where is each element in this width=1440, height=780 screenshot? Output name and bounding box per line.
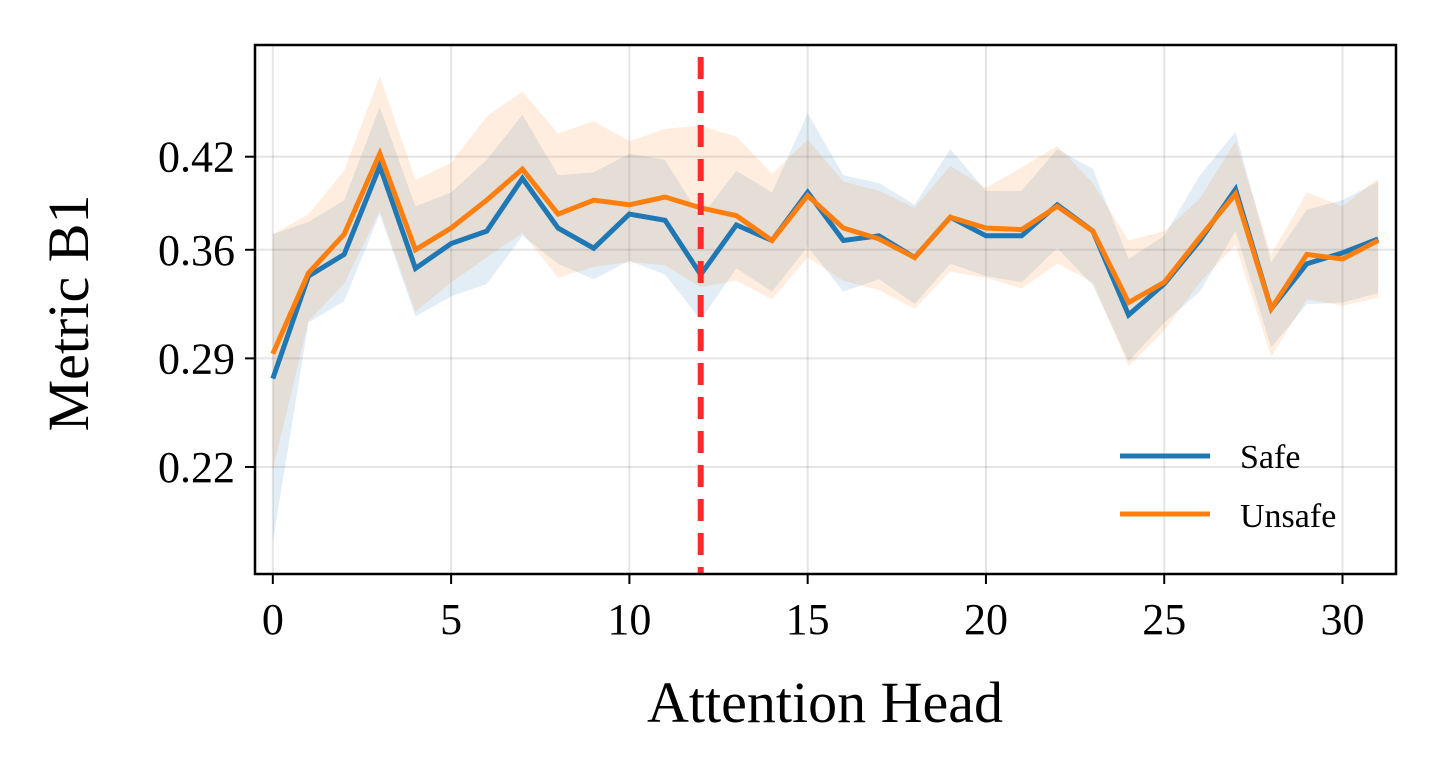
x-tick-label: 10: [607, 595, 651, 644]
series-line-unsafe: [270, 146, 1380, 355]
grid: [255, 45, 1396, 574]
series-lines: [270, 146, 1380, 380]
x-axis-title: Attention Head: [647, 670, 1003, 735]
legend-label-unsafe: Unsafe: [1240, 498, 1336, 535]
y-tick-label: 0.22: [158, 443, 235, 492]
x-tick-label: 25: [1142, 595, 1186, 644]
legend-label-safe: Safe: [1240, 439, 1300, 476]
x-tick-label: 30: [1321, 595, 1365, 644]
plot-area-frame: [253, 43, 1398, 576]
confidence-bands: [272, 76, 1379, 542]
band-unsafe: [272, 76, 1379, 471]
x-tick-label: 20: [964, 595, 1008, 644]
y-tick-label: 0.29: [158, 334, 235, 383]
axis-ticks: 0 5 10 15 20 25 30 0.22 0.29 0.36 0.42: [158, 133, 1365, 644]
y-tick-label: 0.42: [158, 133, 235, 182]
x-tick-label: 5: [440, 595, 462, 644]
y-axis-title: Metric B1: [36, 195, 101, 432]
y-tick-label: 0.36: [158, 226, 235, 275]
x-tick-label: 0: [262, 595, 284, 644]
x-tick-label: 15: [786, 595, 830, 644]
legend: Safe Unsafe: [1120, 439, 1336, 535]
